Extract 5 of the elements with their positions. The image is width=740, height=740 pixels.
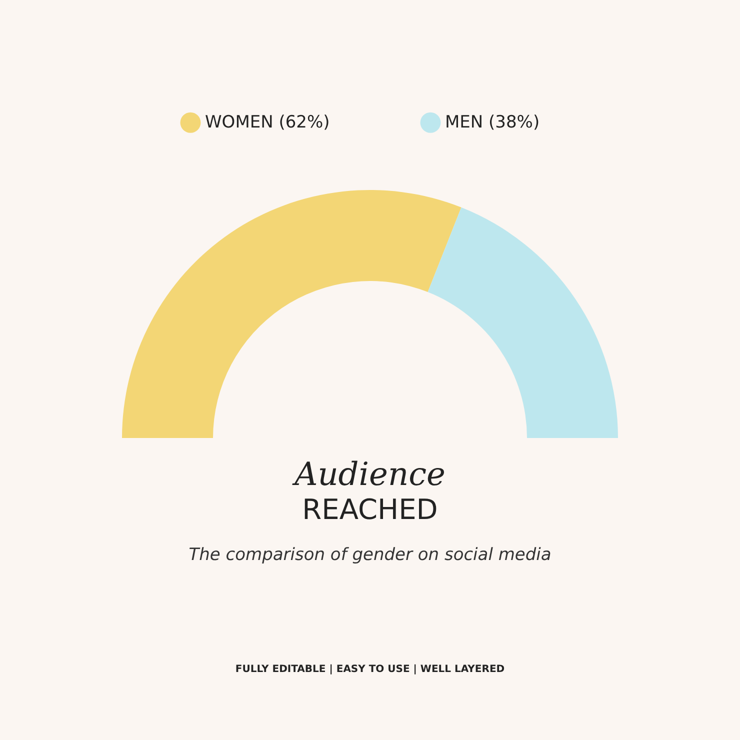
text: FULLY EDITABLE | EASY TO USE | WELL LAYERED — [235, 664, 505, 675]
text: Audience REACHED — [292, 455, 446, 526]
legend-label: MEN (38%) — [445, 112, 540, 133]
text: The comparison of gender on social media — [188, 545, 552, 565]
legend-label: WOMEN (62%) — [205, 112, 330, 133]
